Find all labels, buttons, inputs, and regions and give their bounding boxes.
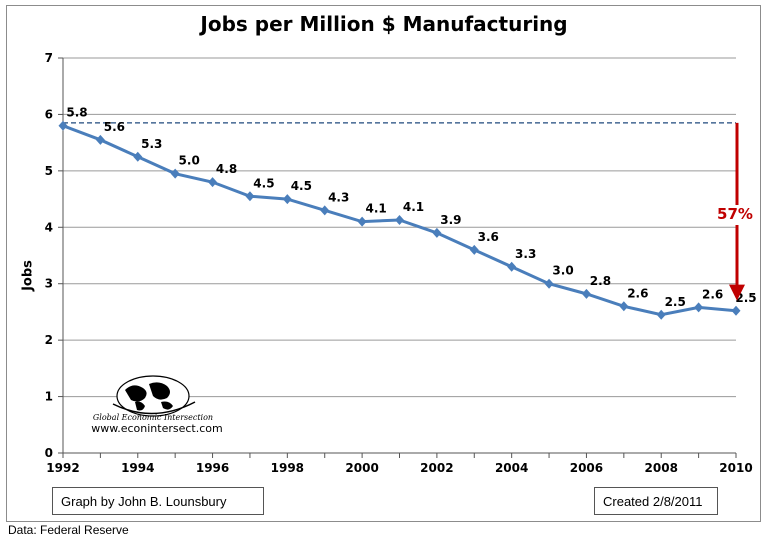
created-box: Created 2/8/2011 <box>594 487 718 515</box>
x-tick-label: 2000 <box>345 461 378 475</box>
x-tick-label: 2004 <box>495 461 528 475</box>
data-label: 3.9 <box>440 213 461 227</box>
data-point <box>133 151 143 162</box>
data-point <box>469 244 479 255</box>
logo <box>112 375 196 417</box>
series-group <box>58 120 741 320</box>
data-label: 5.3 <box>141 137 162 151</box>
x-tick-label: 1998 <box>271 461 304 475</box>
x-tick-label: 1996 <box>196 461 229 475</box>
data-point <box>581 288 591 299</box>
annotation-group: 57% <box>717 122 753 301</box>
data-label: 4.1 <box>365 202 386 216</box>
data-label: 5.8 <box>66 106 87 120</box>
data-label: 2.8 <box>590 274 611 288</box>
data-point <box>619 301 629 312</box>
x-tick-label: 1994 <box>121 461 154 475</box>
credit-box: Graph by John B. Lounsbury <box>52 487 264 515</box>
credit-text: Graph by John B. Lounsbury <box>61 494 227 509</box>
data-point <box>694 302 704 313</box>
data-label: 2.5 <box>665 295 686 309</box>
data-label: 4.3 <box>328 190 349 204</box>
y-tick-label: 4 <box>45 220 53 234</box>
annotation-arrowhead <box>729 284 745 301</box>
data-point <box>245 191 255 202</box>
data-point <box>170 168 180 179</box>
y-tick-label: 3 <box>45 277 53 291</box>
data-source: Data: Federal Reserve <box>8 523 129 537</box>
data-point <box>208 177 218 188</box>
data-point <box>544 278 554 289</box>
x-tick-label: 2008 <box>645 461 678 475</box>
x-tick-label: 2006 <box>570 461 603 475</box>
data-label: 2.6 <box>702 287 723 301</box>
data-labels-group: 5.8 5.6 5.3 5.0 4.8 4.5 4.5 4.3 4.1 4.1 3.9 3.6 3.3 3… <box>66 106 756 309</box>
data-point <box>357 216 367 227</box>
data-label: 4.5 <box>253 176 274 190</box>
logo-name: Global Economic Intersection <box>93 413 213 422</box>
x-tick-label: 1992 <box>46 461 79 475</box>
data-label: 2.5 <box>735 291 756 305</box>
x-tick-label: 2010 <box>719 461 752 475</box>
logo-url: www.econintersect.com <box>91 422 222 435</box>
y-tick-label: 6 <box>45 107 53 121</box>
gridlines <box>63 57 736 398</box>
data-point <box>95 134 105 145</box>
data-label: 3.3 <box>515 247 536 261</box>
y-tick-label: 1 <box>45 390 53 404</box>
y-tick-label: 5 <box>45 164 53 178</box>
data-point <box>432 227 442 238</box>
chart-frame <box>6 5 761 522</box>
data-label: 3.6 <box>478 230 499 244</box>
data-label: 4.1 <box>403 200 424 214</box>
annotation-label: 57% <box>717 205 753 223</box>
created-text: Created 2/8/2011 <box>603 494 703 509</box>
axes: 0 1 2 3 4 5 6 7 1992 1994 1996 1998 2000 2002 2004 2006… <box>45 51 753 475</box>
y-tick-label: 0 <box>45 446 53 460</box>
data-label: 5.0 <box>179 154 200 168</box>
chart-title: Jobs per Million $ Manufacturing <box>200 12 568 36</box>
data-label: 5.6 <box>104 120 125 134</box>
y-tick-label: 2 <box>45 333 53 347</box>
globe-continents <box>125 382 173 411</box>
data-point <box>656 309 666 320</box>
data-label: 4.5 <box>291 179 312 193</box>
x-tick-label: 2002 <box>420 461 453 475</box>
data-point <box>395 214 404 225</box>
data-point <box>58 120 68 131</box>
data-point <box>507 261 517 272</box>
data-label: 3.0 <box>552 264 573 278</box>
data-point <box>731 305 741 316</box>
globe-ring <box>112 401 196 415</box>
data-point <box>282 194 292 205</box>
data-label: 2.6 <box>627 286 648 300</box>
data-point <box>320 205 330 216</box>
data-label: 4.8 <box>216 162 237 176</box>
y-tick-label: 7 <box>45 51 53 65</box>
